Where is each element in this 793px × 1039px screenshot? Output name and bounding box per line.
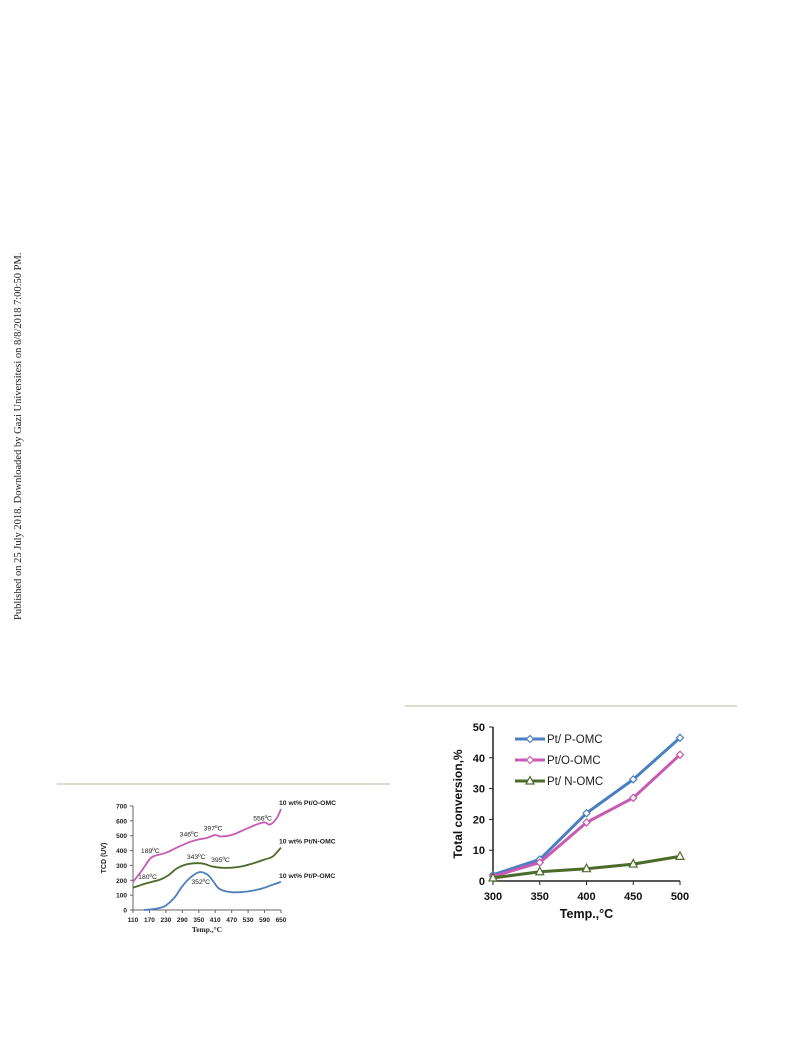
peak-annotation: 346ºC	[180, 831, 199, 838]
peak-annotation: 352ºC	[191, 879, 210, 886]
y-tick-label: 700	[116, 804, 127, 811]
x-tick-label: 530	[243, 917, 254, 924]
data-point	[582, 818, 591, 827]
series-line-2	[132, 846, 282, 889]
x-tick-label: 110	[128, 917, 139, 924]
legend-label: Pt/ N-OMC	[547, 776, 603, 788]
x-tick-label: 350	[193, 917, 204, 924]
legend-label: Pt/O-OMC	[547, 755, 601, 767]
data-point	[628, 775, 638, 784]
conversion-chart: 0 10 20 30 40 50 300 350 400 450 500 Temp.,°C Total …	[451, 722, 689, 921]
data-point	[675, 733, 685, 743]
data-point	[675, 850, 685, 860]
data-point	[488, 872, 498, 882]
y-tick-label: 0	[479, 876, 485, 888]
x-tick-label: 650	[276, 917, 287, 924]
x-axis-label: Temp.,°C	[560, 907, 613, 921]
y-tick-label: 30	[473, 784, 485, 796]
x-tick-label: 300	[484, 891, 502, 903]
data-point	[628, 858, 639, 868]
x-tick-label: 290	[177, 917, 188, 924]
x-axis-label: Temp.,°C	[192, 925, 222, 934]
series-line-1	[132, 808, 282, 883]
peak-annotation: 395ºC	[211, 857, 230, 864]
data-point	[534, 865, 545, 876]
data-point	[628, 793, 638, 803]
x-tick-label: 350	[531, 891, 549, 903]
data-point	[582, 808, 591, 818]
y-tick-label: 0	[123, 908, 127, 915]
peak-annotation: 189ºC	[141, 848, 160, 855]
download-info-text: Published on 25 July 2018. Downloaded by…	[13, 252, 24, 621]
series-label: 10 wt% Pt/N-OMC	[279, 839, 336, 846]
data-point	[675, 750, 685, 760]
y-axis-label: TCD (UV)	[101, 843, 108, 874]
figure-divider-right	[405, 705, 737, 707]
tpr-chart: 0 100 200 300 400 500 600 700 110 170 230 290 350 410…	[101, 800, 336, 934]
x-tick-label: 410	[210, 917, 221, 924]
peak-annotation: 180ºC	[138, 874, 157, 881]
peak-annotation: 397ºC	[204, 826, 223, 833]
series-label: 10 wt% Pt/O-OMC	[279, 800, 336, 807]
y-tick-label: 20	[473, 814, 485, 826]
legend-swatch-marker	[525, 734, 535, 744]
x-tick-label: 470	[226, 917, 237, 924]
y-tick-label: 10	[473, 845, 485, 857]
legend-swatch-marker	[525, 755, 535, 765]
y-tick-label: 500	[116, 833, 127, 840]
y-tick-label: 600	[116, 818, 127, 825]
y-tick-label: 200	[116, 878, 127, 885]
peak-annotation: 343ºC	[187, 854, 206, 861]
x-tick-label: 170	[144, 917, 155, 924]
series-label: 10 wt% Pt/P-OMC	[279, 873, 335, 880]
legend-label: Pt/ P-OMC	[547, 734, 603, 746]
y-tick-label: 400	[116, 848, 127, 855]
y-tick-label: 100	[116, 893, 127, 900]
x-tick-label: 230	[160, 917, 171, 924]
x-tick-label: 590	[259, 917, 270, 924]
peak-annotation: 556ºC	[253, 816, 272, 823]
data-point	[581, 862, 592, 873]
legend-swatch-marker	[525, 775, 535, 785]
x-tick-label: 450	[624, 891, 642, 903]
x-tick-label: 500	[671, 891, 689, 903]
y-tick-label: 50	[473, 722, 485, 734]
figure-divider-left	[57, 783, 390, 785]
series-line-3	[143, 871, 282, 911]
x-tick-label: 400	[577, 891, 595, 903]
y-axis-label: Total conversion,%	[451, 749, 465, 858]
y-tick-label: 40	[473, 753, 485, 765]
download-info-sidebar: Published on 25 July 2018. Downloaded by…	[2, 240, 24, 621]
y-tick-label: 300	[116, 863, 127, 870]
